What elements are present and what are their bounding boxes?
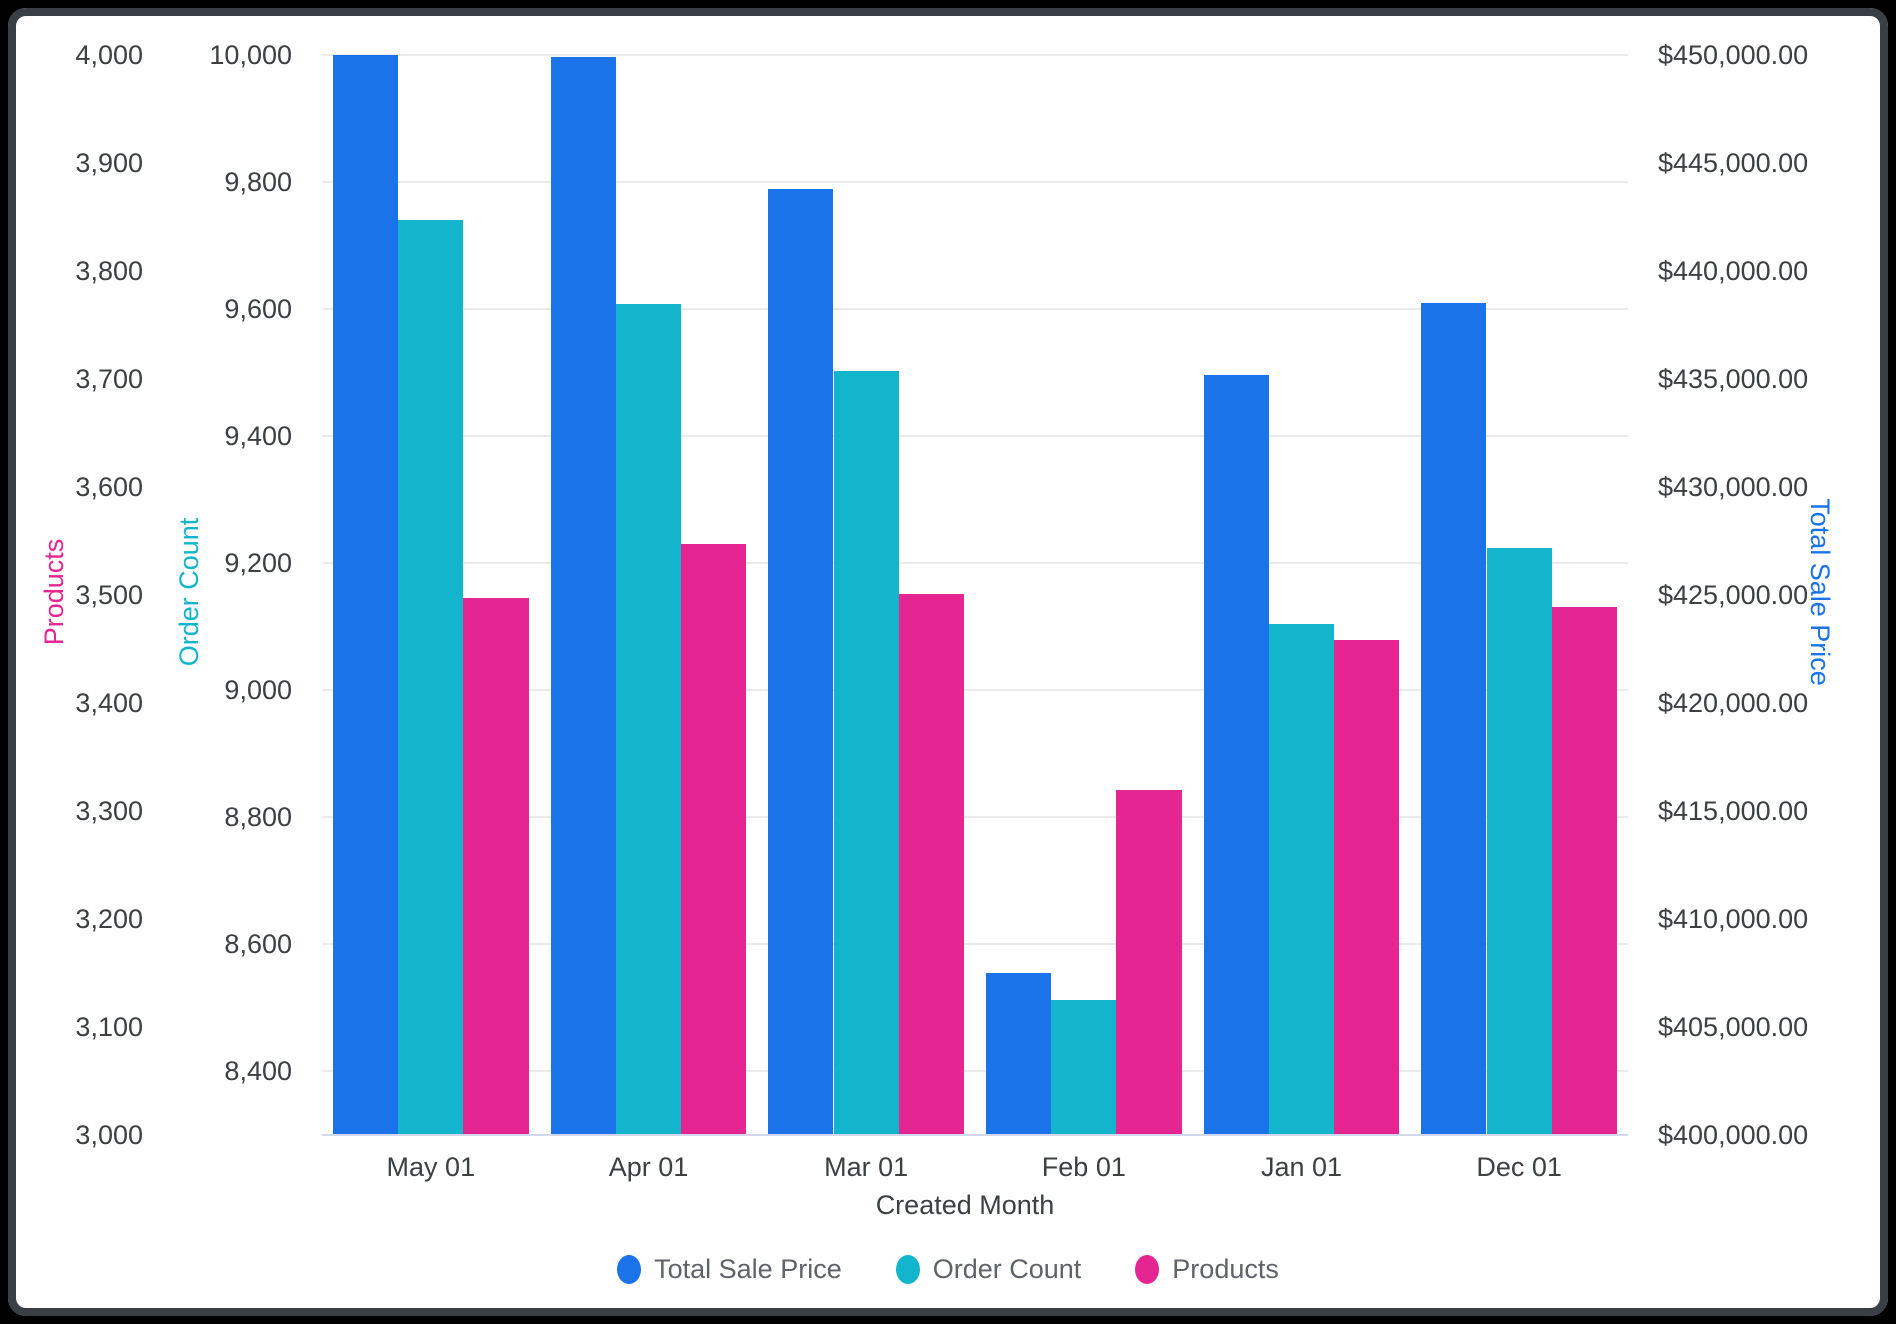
bar-total-sale-price-dec-01[interactable] (1421, 303, 1487, 1135)
orders-axis-tick: 9,800 (224, 167, 292, 198)
products-axis-tick: 3,900 (75, 148, 143, 178)
legend-item-order-count[interactable]: Order Count (895, 1253, 1082, 1285)
products-axis-tick: 3,000 (75, 1120, 143, 1150)
products-axis-tick: 3,300 (75, 796, 143, 826)
bar-order-count-mar-01[interactable] (833, 370, 899, 1135)
orders-axis-tick: 8,800 (224, 802, 292, 833)
legend-label: Total Sale Price (654, 1254, 842, 1284)
products-axis-tick: 3,500 (75, 580, 143, 610)
legend-label: Products (1172, 1254, 1279, 1284)
products-axis-tick: 3,200 (75, 904, 143, 934)
price-axis-tick: $420,000.00 (1658, 688, 1809, 718)
x-axis-label-apr-01: Apr 01 (608, 1152, 689, 1182)
orders-axis-tick: 8,600 (224, 929, 292, 960)
products-axis-tick: 3,800 (75, 256, 143, 286)
order-count-axis-title: Order Count (174, 517, 204, 667)
price-axis-tick: $410,000.00 (1658, 904, 1809, 934)
legend-marker-icon (895, 1254, 920, 1284)
products-axis-tick: 4,000 (75, 40, 143, 70)
bar-order-count-apr-01[interactable] (615, 304, 682, 1135)
price-axis-tick: $405,000.00 (1658, 1012, 1809, 1042)
price-axis-tick: $425,000.00 (1658, 580, 1809, 610)
products-axis-tick: 3,600 (75, 472, 143, 502)
products-axis-title: Products (39, 538, 69, 646)
bar-products-jan-01[interactable] (1334, 640, 1400, 1135)
bar-total-sale-price-may-01[interactable] (332, 55, 399, 1135)
bar-total-sale-price-mar-01[interactable] (768, 188, 834, 1135)
x-axis-line (322, 1134, 1628, 1136)
bar-order-count-jan-01[interactable] (1268, 624, 1335, 1135)
bar-products-dec-01[interactable] (1551, 606, 1618, 1135)
price-axis-tick: $400,000.00 (1658, 1120, 1809, 1150)
x-axis-title: Created Month (875, 1190, 1055, 1220)
price-axis-tick: $450,000.00 (1658, 40, 1809, 70)
price-axis-tick: $445,000.00 (1658, 148, 1809, 178)
bar-total-sale-price-apr-01[interactable] (550, 57, 616, 1135)
bar-products-mar-01[interactable] (898, 593, 965, 1135)
bar-total-sale-price-jan-01[interactable] (1203, 374, 1269, 1135)
legend-label: Order Count (932, 1254, 1082, 1284)
gridline (322, 54, 1628, 56)
orders-axis-tick: 8,400 (224, 1056, 292, 1087)
legend-marker-icon (1135, 1254, 1160, 1284)
gridline (322, 943, 1628, 946)
orders-axis-tick: 9,000 (224, 675, 292, 706)
orders-axis-tick: 9,600 (224, 294, 292, 325)
orders-axis-tick: 9,400 (224, 421, 292, 452)
price-axis-tick: $430,000.00 (1658, 472, 1809, 502)
bar-products-apr-01[interactable] (681, 544, 747, 1135)
x-axis-label-jan-01: Jan 01 (1260, 1152, 1343, 1182)
bar-products-may-01[interactable] (463, 598, 529, 1135)
products-axis-tick: 3,100 (75, 1012, 143, 1042)
price-axis-tick: $435,000.00 (1658, 364, 1809, 394)
bar-products-feb-01[interactable] (1116, 790, 1182, 1135)
bar-order-count-may-01[interactable] (398, 220, 464, 1135)
legend: Total Sale Price Order Count Products (0, 1253, 1896, 1285)
gridline (322, 181, 1628, 184)
bar-order-count-dec-01[interactable] (1486, 547, 1552, 1135)
total-sale-price-axis-title: Total Sale Price (1805, 498, 1835, 686)
orders-axis-tick: 9,200 (224, 548, 292, 579)
price-axis-tick: $440,000.00 (1658, 256, 1809, 286)
legend-item-total-sale-price[interactable]: Total Sale Price (617, 1253, 842, 1285)
legend-marker-icon (617, 1254, 642, 1284)
legend-item-products[interactable]: Products (1135, 1253, 1279, 1285)
orders-axis-tick: 10,000 (209, 40, 292, 70)
products-axis-tick: 3,700 (75, 364, 143, 394)
gridline (322, 689, 1628, 692)
x-axis-label-dec-01: Dec 01 (1476, 1152, 1562, 1182)
gridline (322, 308, 1628, 311)
bar-total-sale-price-feb-01[interactable] (985, 973, 1052, 1135)
products-axis-tick: 3,400 (75, 688, 143, 718)
price-axis-tick: $415,000.00 (1658, 796, 1809, 826)
x-axis-label-mar-01: Mar 01 (824, 1152, 909, 1182)
gridline (322, 816, 1628, 819)
bar-order-count-feb-01[interactable] (1051, 1000, 1117, 1135)
x-axis-label-may-01: May 01 (386, 1152, 476, 1182)
x-axis-label-feb-01: Feb 01 (1041, 1152, 1126, 1182)
gridline (322, 562, 1628, 565)
gridline (322, 435, 1628, 438)
gridline (322, 1070, 1628, 1073)
